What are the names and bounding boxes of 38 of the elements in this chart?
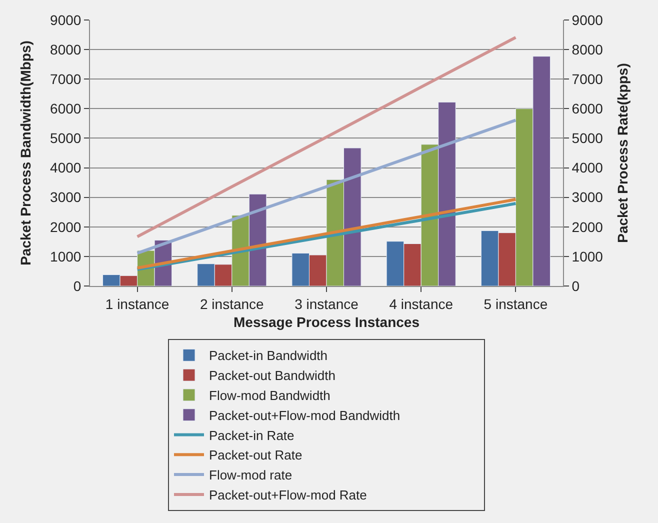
y-tick-label: 9000	[50, 12, 82, 28]
y-tick-label: 7000	[50, 71, 82, 88]
line-series	[136, 36, 518, 238]
y2-tick-label: 6000	[572, 100, 604, 117]
y2-tick-label: 1000	[572, 248, 604, 264]
x-tick-label: 3 instance	[294, 296, 359, 312]
y2-tick-label: 9000	[572, 12, 604, 28]
y2-tick-label: 4000	[572, 160, 604, 176]
x-tick-label: 5 instance	[484, 296, 548, 312]
y2-tick-label: 3000	[572, 189, 604, 206]
y2-tick-label: 8000	[572, 41, 604, 58]
legend-label: Flow-mod Bandwidth	[209, 388, 330, 404]
y2-tick-label: 2000	[572, 218, 604, 235]
x-tick-label: 2 instance	[200, 296, 264, 312]
y-tick-label: 2000	[50, 218, 82, 235]
y2-tick-label: 0	[572, 278, 580, 294]
y-tick-label: 6000	[50, 100, 82, 117]
y-tick-label: 4000	[50, 160, 82, 176]
y-tick-label: 1000	[50, 248, 82, 264]
y-tick-label: 0	[73, 278, 82, 294]
x-tick-label: 4 instance	[389, 296, 454, 312]
x-tick-label: 1 instance	[105, 296, 170, 312]
legend-label: Packet-out Bandwidth	[209, 368, 336, 384]
y-tick-label: 5000	[50, 130, 82, 146]
y2-axis-title: Packet Process Rate(kpps)	[614, 63, 630, 243]
y2-tick-label: 7000	[572, 71, 604, 88]
legend-label: Flow-mod rate	[209, 468, 292, 483]
y2-tick-label: 5000	[572, 130, 604, 146]
y-tick-label: 3000	[50, 189, 82, 206]
legend-label: Packet-in Bandwidth	[209, 348, 328, 364]
x-axis-title: Message Process Instances	[234, 314, 420, 330]
y-axis-title: Packet Process Bandwidth(Mbps)	[18, 40, 34, 266]
legend-label: Packet-in Rate	[209, 428, 294, 443]
y-tick-label: 8000	[50, 41, 82, 58]
line-series	[136, 118, 518, 255]
legend-label: Packet-out Rate	[209, 448, 302, 463]
legend-label: Packet-out+Flow-mod Rate	[209, 488, 367, 503]
legend-label: Packet-out+Flow-mod Bandwidth	[209, 408, 400, 423]
